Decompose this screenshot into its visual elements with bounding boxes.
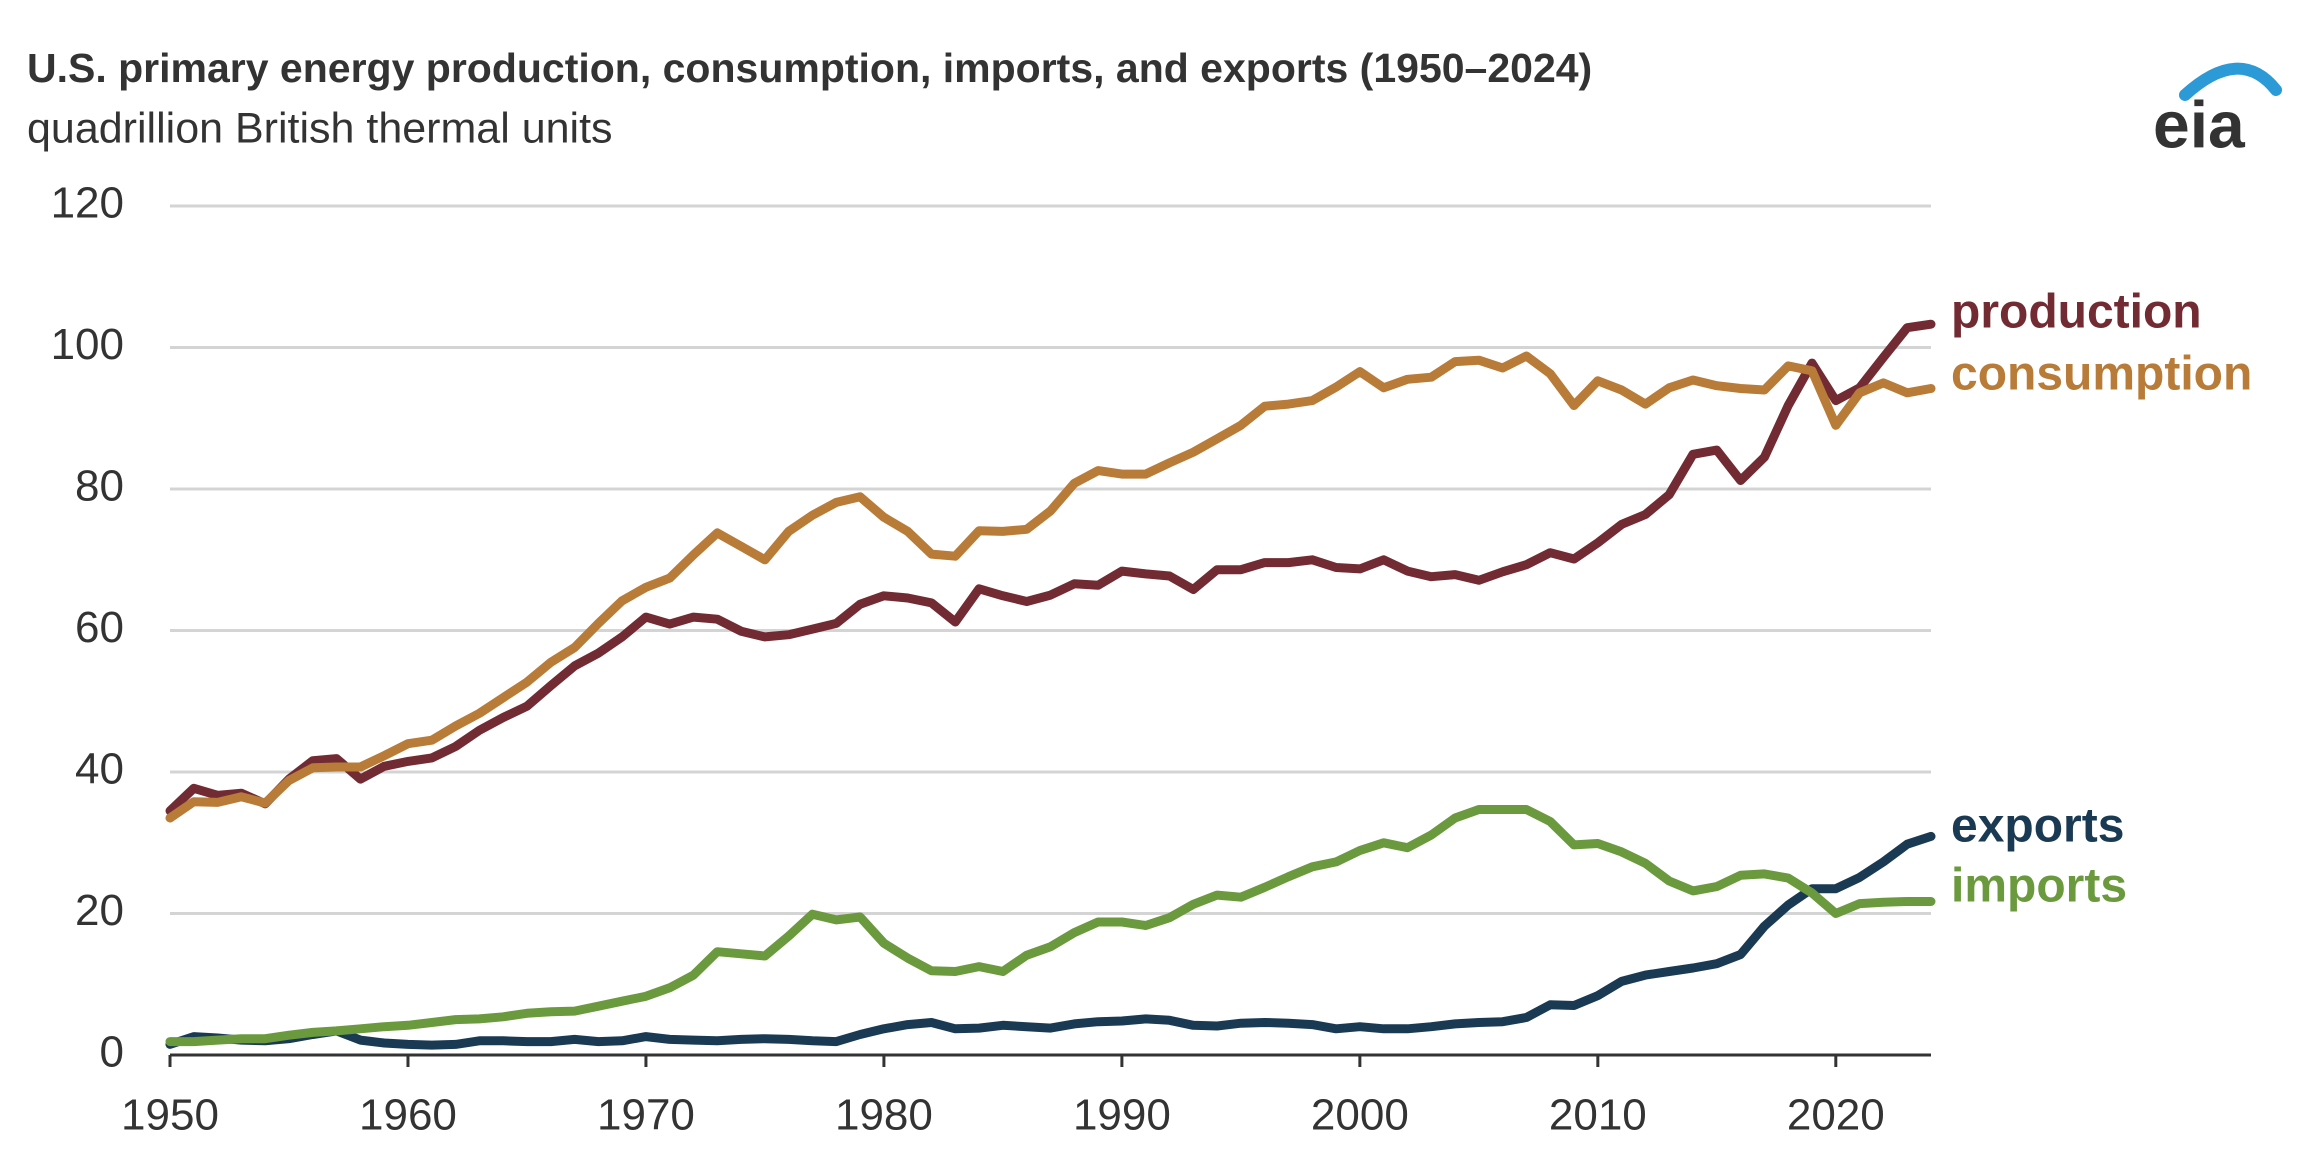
- y-tick-label: 100: [51, 320, 124, 369]
- series-label: consumption: [1951, 348, 2252, 401]
- x-tick-label: 2000: [1311, 1091, 1409, 1140]
- x-tick-label: 2010: [1549, 1091, 1647, 1140]
- series-line: [165, 831, 1936, 1050]
- x-tick-label: 1990: [1073, 1091, 1171, 1140]
- chart-title: U.S. primary energy production, consumpt…: [27, 45, 1592, 91]
- series-label: exports: [1951, 800, 2124, 853]
- y-tick-label: 120: [51, 179, 124, 228]
- x-tick-label: 1980: [835, 1091, 933, 1140]
- y-tick-label: 80: [75, 462, 124, 511]
- series-label: production: [1951, 286, 2202, 339]
- x-tick-label: 1970: [597, 1091, 695, 1140]
- x-tick-label: 1960: [359, 1091, 457, 1140]
- y-tick-label: 0: [100, 1028, 124, 1077]
- x-tick-label: 1950: [121, 1091, 219, 1140]
- y-tick-label: 60: [75, 603, 124, 652]
- x-tick-label: 2020: [1787, 1091, 1885, 1140]
- series-line: [165, 805, 1936, 1047]
- series-line: [165, 351, 1936, 823]
- series-label: imports: [1951, 860, 2127, 913]
- y-tick-label: 20: [75, 886, 124, 935]
- series-line: [165, 319, 1936, 816]
- chart-subtitle: quadrillion British thermal units: [27, 104, 613, 152]
- logo: eia: [2153, 87, 2246, 161]
- logo-arc: [2179, 62, 2282, 101]
- y-tick-label: 40: [75, 745, 124, 794]
